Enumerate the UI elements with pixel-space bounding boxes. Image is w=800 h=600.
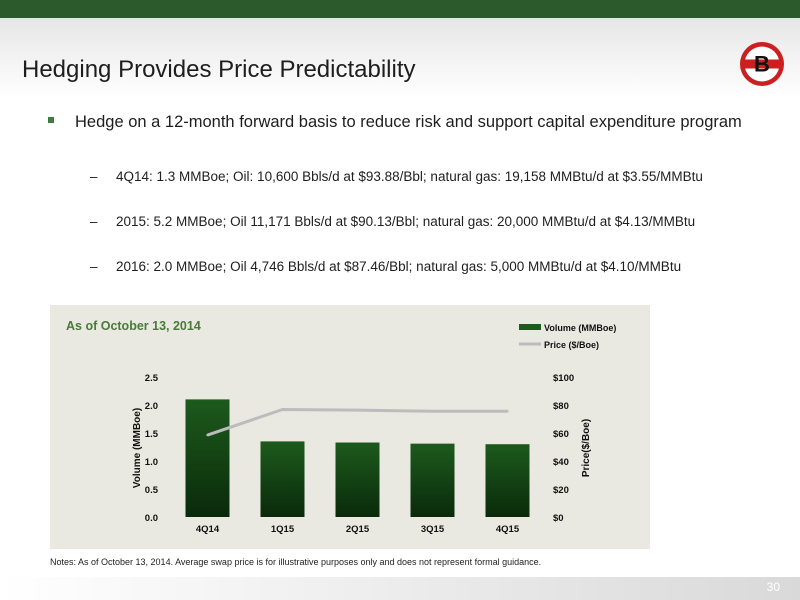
top-brand-bar [0,0,800,18]
y2-tick-label: $40 [553,457,569,468]
x-tick-label: 4Q14 [196,524,220,535]
dash-icon: – [90,169,98,184]
y2-tick-label: $0 [553,513,564,524]
dash-icon: – [90,214,98,229]
chart-subtitle: As of October 13, 2014 [66,319,201,333]
bottom-bar [0,577,800,600]
volume-bar-2q15 [335,442,380,517]
volume-bar-4q14 [185,399,230,517]
price-line [207,407,508,437]
y-tick-label: 1.0 [145,457,158,468]
volume-bar-3q15 [410,443,455,517]
bullet-square-icon [48,117,54,123]
x-tick-label: 2Q15 [346,524,370,535]
sub-bullet-text: 2016: 2.0 MMBoe; Oil 4,746 Bbls/d at $87… [116,259,682,274]
y-tick-label: 2.0 [145,401,158,412]
logo-letter: B [754,52,770,77]
y-axis-label: Volume (MMBoe) [132,408,143,488]
price-point-4q15 [506,410,509,413]
y-tick-label: 2.5 [145,373,159,384]
price-point-1q15 [281,408,284,411]
y2-axis-label: Price($/Boe) [581,419,592,477]
footnote: Notes: As of October 13, 2014. Average s… [50,557,542,567]
price-point-3q15 [431,410,434,413]
slide-title: Hedging Provides Price Predictability [22,56,416,83]
legend-price-label: Price ($/Boe) [544,340,599,350]
company-logo: B [740,42,784,86]
y2-tick-label: $20 [553,485,569,496]
x-tick-label: 3Q15 [421,524,445,535]
y2-tick-label: $60 [553,429,569,440]
page-number: 30 [766,580,780,594]
title-band [0,18,800,98]
legend-bar-swatch [519,324,541,330]
price-point-2q15 [356,408,359,412]
y2-tick-label: $100 [553,373,574,384]
y-tick-label: 0.5 [145,485,159,496]
sub-bullet-text: 2015: 5.2 MMBoe; Oil 11,171 Bbls/d at $9… [116,214,696,229]
dash-icon: – [90,259,98,274]
volume-bar-4q15 [485,444,530,517]
x-tick-label: 1Q15 [271,524,295,535]
y2-tick-label: $80 [553,401,569,412]
volume-bar-1q15 [260,441,305,517]
x-tick-label: 4Q15 [496,524,520,535]
legend-volume-label: Volume (MMBoe) [544,323,616,333]
y-tick-label: 0.0 [145,513,158,524]
sub-bullet-text: 4Q14: 1.3 MMBoe; Oil: 10,600 Bbls/d at $… [116,169,703,184]
y-tick-label: 1.5 [145,429,159,440]
price-point-4q14 [206,433,209,437]
main-bullet-text: Hedge on a 12-month forward basis to red… [75,113,742,131]
